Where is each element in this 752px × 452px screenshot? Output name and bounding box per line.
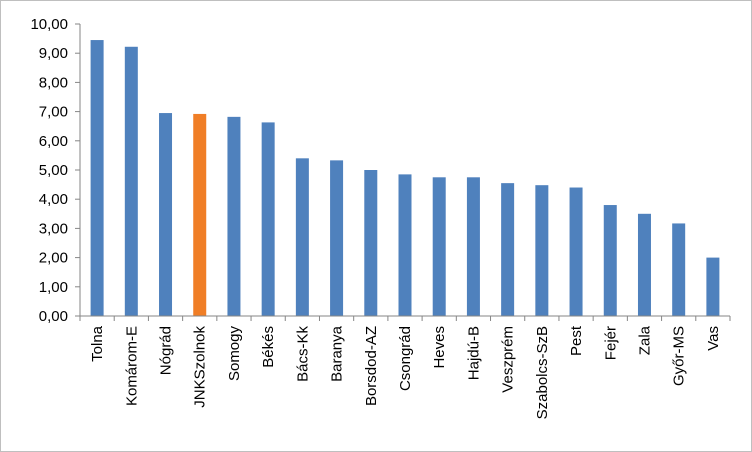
y-tick-label: 10,00 [30, 16, 68, 33]
x-category-label: Szabolcs-SzB [534, 326, 551, 419]
bar [124, 46, 138, 316]
bar [90, 40, 104, 317]
x-category-label: JNKSzolnok [192, 326, 209, 408]
bar [603, 205, 617, 316]
x-category-label: Békés [260, 326, 277, 368]
y-tick-label: 9,00 [39, 45, 68, 62]
x-axis-category-labels: Tolna Komárom-E Nógrád JNKSzolnok Somogy Béké… [89, 325, 722, 419]
bar [398, 174, 412, 316]
y-axis-tick-marks [75, 23, 80, 317]
x-category-label: Komárom-E [123, 326, 140, 406]
x-category-label: Bács-Kk [294, 326, 311, 382]
bar [330, 160, 344, 316]
bar [159, 113, 173, 316]
bar [295, 158, 309, 316]
x-category-label: Tolna [89, 325, 106, 362]
bar [364, 170, 378, 316]
x-category-label: Vas [705, 326, 722, 351]
bar [672, 223, 686, 316]
x-category-label: Heves [431, 326, 448, 369]
bars [90, 40, 720, 317]
bar [193, 113, 207, 316]
y-tick-label: 7,00 [39, 104, 68, 121]
bar [466, 177, 480, 316]
y-tick-label: 8,00 [39, 74, 68, 91]
bar [706, 257, 720, 316]
x-category-label: Borsdod-AZ [363, 326, 380, 406]
x-category-label: Zala [636, 325, 653, 355]
bar [535, 185, 549, 316]
y-tick-label: 6,00 [39, 133, 68, 150]
x-category-label: Győr-MS [671, 326, 688, 386]
y-axis-tick-labels: 0,00 1,00 2,00 3,00 4,00 5,00 6,00 7,00 8,00 9,00… [30, 16, 68, 325]
x-category-label: Veszprém [500, 326, 517, 393]
y-tick-label: 0,00 [39, 308, 68, 325]
x-category-label: Pest [568, 325, 585, 356]
x-axis-tick-marks [79, 316, 731, 321]
bar [227, 116, 241, 316]
x-category-label: Csongrád [397, 326, 414, 391]
x-category-label: Nógrád [158, 326, 175, 375]
y-tick-label: 3,00 [39, 220, 68, 237]
x-category-label: Somogy [226, 326, 243, 382]
bar [569, 187, 583, 316]
bar [261, 122, 275, 317]
y-tick-label: 4,00 [39, 191, 68, 208]
x-category-label: Hajdú-B [465, 326, 482, 380]
bar [637, 213, 651, 316]
bar [432, 177, 446, 316]
x-category-label: Fejér [602, 326, 619, 360]
x-category-label: Baranya [329, 325, 346, 382]
y-tick-label: 1,00 [39, 279, 68, 296]
bar [501, 183, 515, 316]
y-tick-label: 2,00 [39, 250, 68, 267]
y-tick-label: 5,00 [39, 162, 68, 179]
